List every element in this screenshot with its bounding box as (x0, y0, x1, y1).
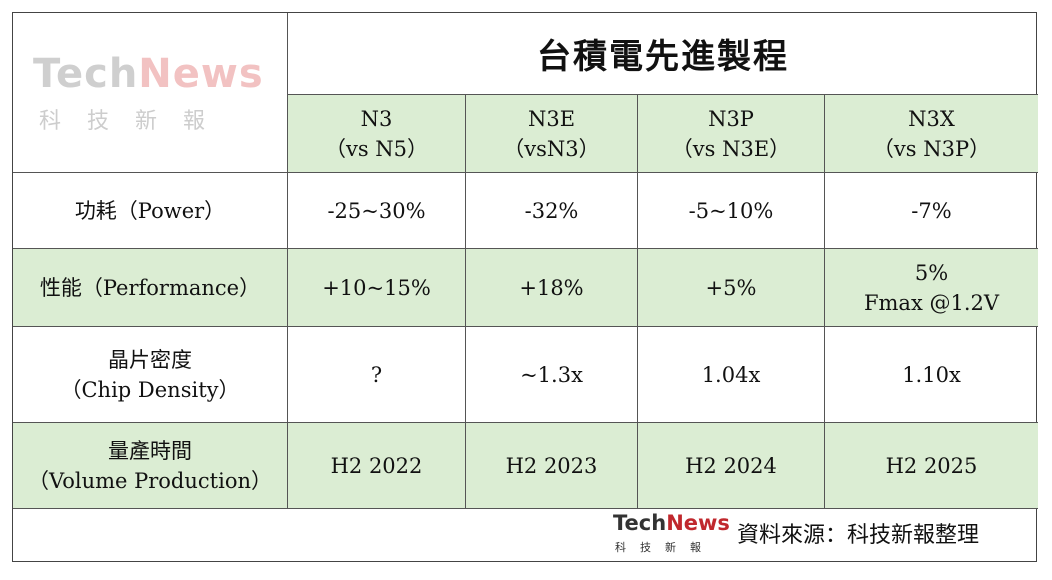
table-cell: H2 2023 (466, 423, 638, 509)
table-cell: H2 2025 (825, 423, 1038, 509)
source-note: 資料來源：科技新報整理 (737, 523, 980, 548)
table-cell: 5% Fmax @1.2V (825, 249, 1038, 327)
column-header-n3p: N3P （vs N3E） (638, 95, 825, 173)
table-cell: 1.10x (825, 327, 1038, 423)
table-cell: +5% (638, 249, 825, 327)
table-cell: ~1.3x (466, 327, 638, 423)
footer-logo: TechNews 科技新報 (613, 511, 730, 559)
table-cell: -5~10% (638, 173, 825, 249)
process-comparison-table: TechNews 科技新報 台積電先進製程 N3 （vs N5） N3E （vs… (12, 12, 1038, 562)
column-header-n3x: N3X （vs N3P） (825, 95, 1038, 173)
table-cell: -7% (825, 173, 1038, 249)
watermark-logo-subtitle: 科技新報 (39, 109, 232, 134)
table-title: 台積電先進製程 (288, 13, 1038, 95)
watermark-logo: TechNews 科技新報 (13, 13, 288, 173)
table-cell: 1.04x (638, 327, 825, 423)
table-footer: TechNews 科技新報 資料來源：科技新報整理 (13, 509, 1038, 561)
row-label-performance: 性能（Performance） (13, 249, 288, 327)
row-label-chip-density: 晶片密度 （Chip Density） (13, 327, 288, 423)
watermark-logo-word: TechNews (33, 51, 264, 97)
column-header-n3e: N3E （vsN3） (466, 95, 638, 173)
table-cell: H2 2024 (638, 423, 825, 509)
footer-logo-word: TechNews (613, 511, 730, 535)
table-cell: +10~15% (288, 249, 466, 327)
table-cell: ? (288, 327, 466, 423)
column-header-n3: N3 （vs N5） (288, 95, 466, 173)
footer-logo-subtitle: 科技新報 (615, 541, 715, 554)
row-label-power: 功耗（Power） (13, 173, 288, 249)
table-cell: -25~30% (288, 173, 466, 249)
row-label-volume-production: 量產時間 （Volume Production） (13, 423, 288, 509)
table-cell: -32% (466, 173, 638, 249)
table-cell: +18% (466, 249, 638, 327)
table-cell: H2 2022 (288, 423, 466, 509)
